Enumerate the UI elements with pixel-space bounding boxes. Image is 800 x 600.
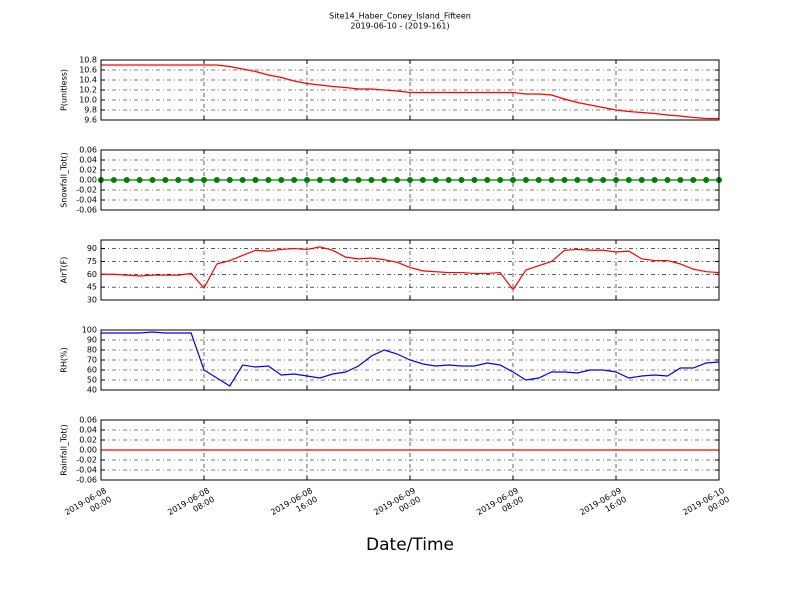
data-point — [136, 177, 143, 183]
y-axis-label: P(unitless) — [60, 69, 69, 111]
data-line — [101, 331, 720, 387]
data-point — [690, 177, 697, 183]
data-point — [497, 177, 504, 183]
y-tick-label: 70 — [87, 356, 97, 365]
y-tick-label: -0.02 — [76, 186, 97, 195]
data-point — [484, 177, 491, 183]
data-point — [445, 177, 452, 183]
data-line — [101, 64, 719, 120]
y-tick-label: 75 — [87, 257, 97, 266]
data-point — [561, 177, 568, 183]
data-point — [677, 177, 684, 183]
data-point — [471, 177, 478, 183]
y-tick-label: -0.06 — [76, 476, 97, 485]
y-tick-label: -0.04 — [76, 196, 97, 205]
data-point — [355, 177, 362, 183]
data-point — [188, 177, 195, 183]
data-point — [419, 177, 426, 183]
data-point — [304, 177, 310, 183]
y-tick-label: 30 — [87, 296, 97, 305]
data-point — [123, 177, 130, 183]
data-point — [407, 177, 413, 183]
data-point — [394, 177, 401, 183]
data-point — [613, 177, 619, 183]
data-point — [265, 177, 272, 183]
axes-frame — [100, 149, 720, 211]
subtitle: 2019-06-10 - (2019-161) — [350, 22, 449, 31]
y-tick-label: 40 — [87, 386, 97, 395]
y-tick-label: 10.0 — [79, 96, 97, 105]
y-tick-label: 0.02 — [79, 166, 97, 175]
y-tick-label: 80 — [87, 346, 97, 355]
data-point — [548, 177, 555, 183]
data-point — [381, 177, 388, 183]
data-point — [432, 177, 439, 183]
data-point — [329, 177, 336, 183]
axes-frame — [100, 419, 720, 481]
y-tick-label: 50 — [87, 376, 97, 385]
y-tick-label: 0.04 — [79, 426, 97, 435]
y-tick-label: 60 — [87, 366, 97, 375]
data-point — [226, 177, 233, 183]
y-tick-label: 9.6 — [84, 116, 97, 125]
data-point — [458, 177, 465, 183]
data-line — [101, 246, 720, 291]
axes-frame — [100, 329, 720, 391]
y-tick-label: 0.02 — [79, 436, 97, 445]
y-tick-label: 45 — [87, 283, 97, 292]
data-point — [252, 177, 259, 183]
y-tick-label: -0.04 — [76, 466, 97, 475]
data-point — [625, 177, 632, 183]
y-tick-label: 60 — [87, 270, 97, 279]
data-point — [110, 177, 117, 183]
y-tick-label: 0.00 — [79, 176, 97, 185]
y-tick-label: 10.2 — [79, 86, 97, 95]
y-tick-label: 0.00 — [79, 446, 97, 455]
data-point — [278, 177, 285, 183]
data-point — [162, 177, 169, 183]
y-tick-label: 10.8 — [79, 56, 97, 65]
axes-frame — [100, 59, 720, 121]
data-point — [213, 177, 220, 183]
data-point — [574, 177, 581, 183]
y-tick-label: 90 — [87, 244, 97, 253]
data-point — [703, 177, 710, 183]
y-tick-label: -0.06 — [76, 206, 97, 215]
y-tick-label: 100 — [82, 326, 97, 335]
y-tick-label: 9.8 — [84, 106, 97, 115]
axes-frame — [100, 239, 720, 301]
data-point — [664, 177, 671, 183]
data-point — [522, 177, 529, 183]
y-tick-label: -0.02 — [76, 456, 97, 465]
title: Site14_Haber_Coney_Island_Fifteen — [329, 12, 471, 21]
y-tick-label: 10.4 — [79, 76, 97, 85]
data-point — [368, 177, 375, 183]
y-tick-label: 0.06 — [79, 146, 97, 155]
y-axis-label: Snowfall_Tot() — [60, 152, 69, 208]
data-point — [239, 177, 246, 183]
y-axis-label: AirT(F) — [60, 257, 69, 284]
data-point — [291, 177, 298, 183]
y-axis-label: RH(%) — [60, 347, 69, 372]
y-tick-label: 0.06 — [79, 416, 97, 425]
y-tick-label: 90 — [87, 336, 97, 345]
data-point — [587, 177, 594, 183]
y-tick-label: 10.6 — [79, 66, 97, 75]
data-point — [201, 177, 207, 183]
data-point — [342, 177, 349, 183]
data-point — [600, 177, 607, 183]
x-axis-label: Date/Time — [366, 535, 454, 555]
y-tick-label: 0.04 — [79, 156, 97, 165]
data-point — [535, 177, 542, 183]
data-point — [510, 177, 516, 183]
data-point — [651, 177, 658, 183]
data-point — [316, 177, 323, 183]
data-point — [175, 177, 182, 183]
data-point — [149, 177, 156, 183]
y-axis-label: Rainfall_Tot() — [60, 424, 69, 476]
data-point — [638, 177, 645, 183]
